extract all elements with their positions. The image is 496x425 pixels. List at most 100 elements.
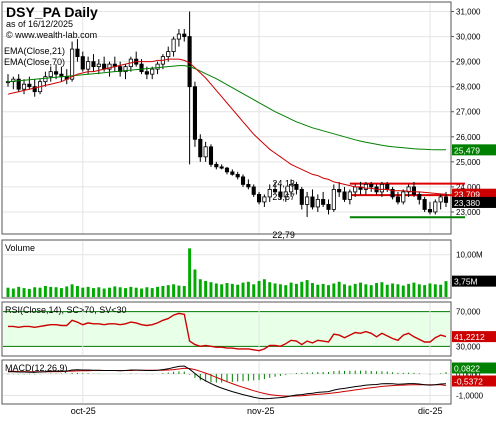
volume-bar (91, 288, 95, 297)
candle-body (337, 189, 342, 193)
candle-body (390, 189, 395, 198)
price-tick-label: 28,000 (456, 83, 481, 92)
ema70-line (7, 65, 446, 151)
volume-bar (140, 288, 144, 297)
volume-bar (407, 283, 411, 297)
volume-bar (289, 282, 293, 297)
candle-body (411, 186, 417, 195)
volume-bar (204, 280, 208, 297)
price-gridlines (3, 3, 450, 233)
price-tag: 23,709 (454, 190, 480, 200)
volume-bar (70, 284, 74, 297)
volume-bar (364, 284, 368, 297)
volume-bar (284, 285, 288, 297)
macd-tag-bg (452, 362, 496, 374)
candle-body (176, 33, 181, 40)
ema21-line (7, 58, 447, 195)
volume-bar (188, 248, 192, 297)
candle-body (267, 189, 272, 198)
candle-body (294, 183, 299, 190)
volume-bar (300, 281, 304, 297)
x-tick-label: oct-25 (71, 406, 96, 416)
candle-body (32, 86, 37, 93)
candle-body (417, 194, 422, 200)
rsi-tick-label: 70,000 (456, 308, 481, 317)
price-tick-label: 24,000 (456, 183, 481, 192)
volume-bar (294, 283, 298, 297)
candle-body (427, 209, 433, 213)
volume-bar (396, 284, 400, 297)
volume-bar (401, 285, 405, 297)
volume-bar (343, 284, 346, 297)
volume-bar (220, 284, 224, 297)
candle-body (273, 189, 278, 193)
volume-bar (33, 287, 37, 297)
volume-bar (412, 282, 416, 297)
volume-bar (428, 283, 432, 297)
volume-bar (230, 283, 234, 297)
price-tick-label: 26,000 (456, 133, 481, 142)
candle-body (75, 48, 80, 58)
volume-bar (327, 285, 330, 297)
volume-bar (182, 286, 186, 297)
volume-bar (433, 284, 437, 297)
candle-body (54, 71, 59, 75)
candle-body (395, 196, 400, 203)
candle-body (422, 199, 427, 210)
candle-body (139, 63, 144, 73)
macd-tag-bg (452, 375, 496, 387)
candle-body (438, 196, 443, 203)
price-tag: 25,479 (454, 145, 480, 155)
candle-body (192, 86, 198, 140)
macd-tag: -0,5372 (454, 377, 483, 387)
volume-bar (262, 279, 266, 297)
price-tick-label: 30,000 (456, 33, 481, 42)
rsi-band (3, 311, 450, 347)
candle-body (256, 194, 262, 203)
candle-body (96, 63, 101, 68)
volume-bar (166, 285, 170, 297)
macd-tick-label: 0,0000 (456, 370, 481, 379)
volume-bar (225, 283, 229, 297)
volume-bar (252, 284, 256, 297)
price-tick-label: 25,000 (456, 158, 481, 167)
candle-body (331, 189, 336, 210)
candle-body (224, 167, 230, 173)
volume-bar (38, 287, 42, 297)
volume-bar (145, 287, 149, 297)
rsi-label: RSI(Close,14), SC>70, SV<30 (5, 305, 127, 315)
volume-bar (17, 286, 21, 297)
volume-bar (273, 283, 277, 297)
candle-body (299, 189, 304, 205)
volume-bar (108, 287, 111, 297)
candle-body (27, 83, 32, 88)
candle-body (433, 201, 438, 213)
volume-bar (316, 284, 320, 297)
volume-tag-bg (452, 275, 496, 287)
volume-bar (6, 287, 10, 297)
candle-body (208, 146, 214, 165)
candle-body (342, 191, 347, 200)
volume-bar (278, 284, 282, 297)
chart-title: DSY_PA Daily (6, 4, 98, 20)
candle-body (155, 63, 160, 70)
volume-bar (359, 282, 363, 297)
candle-body (198, 138, 203, 158)
rsi-tag: 41,2212 (454, 332, 485, 342)
candle-body (363, 183, 368, 190)
candle-body (16, 78, 21, 90)
price-tag-bg (452, 196, 496, 208)
x-tick-label: nov-25 (247, 406, 275, 416)
volume-bar (124, 288, 127, 297)
volume-bar (310, 283, 314, 297)
candle-body (347, 191, 352, 200)
volume-bar (86, 286, 90, 297)
volume-bar (65, 286, 69, 297)
volume-bar (444, 281, 448, 297)
candle-body (144, 71, 149, 75)
candle-body (43, 76, 48, 83)
